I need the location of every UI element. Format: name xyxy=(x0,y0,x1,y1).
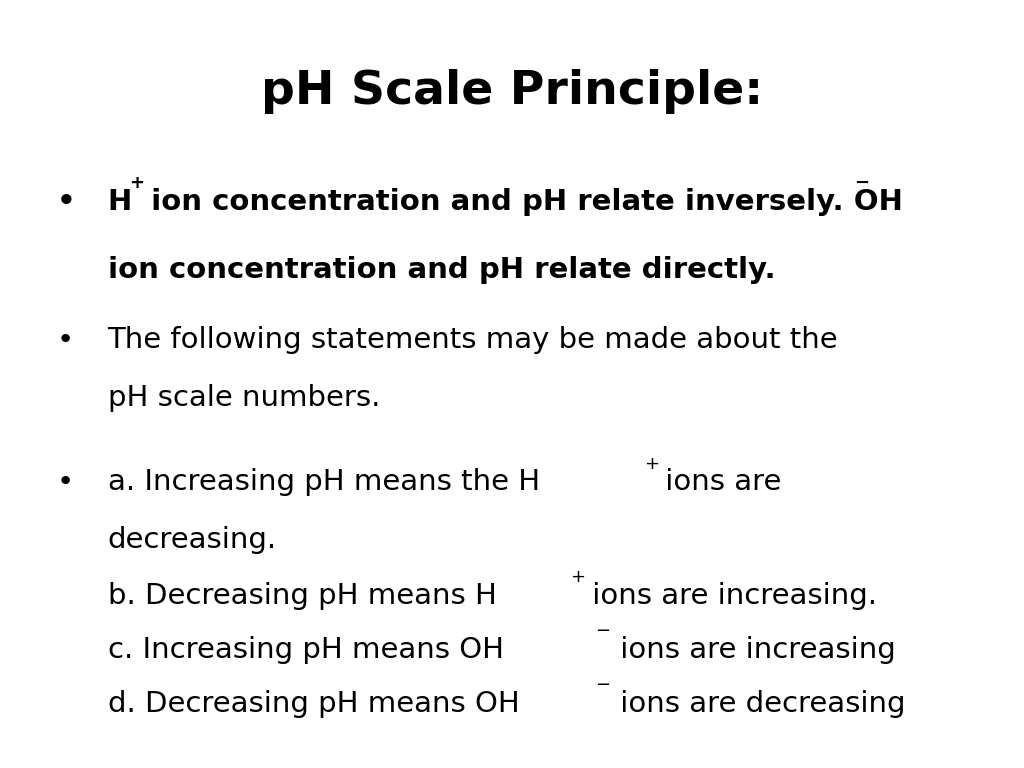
Text: The following statements may be made about the: The following statements may be made abo… xyxy=(108,326,839,354)
Text: b. Decreasing pH means H: b. Decreasing pH means H xyxy=(108,582,497,610)
Text: ions are increasing: ions are increasing xyxy=(611,636,896,664)
Text: ion concentration and pH relate inversely. OH: ion concentration and pH relate inversel… xyxy=(141,188,903,216)
Text: −: − xyxy=(595,622,610,640)
Text: •: • xyxy=(56,468,74,496)
Text: ion concentration and pH relate directly.: ion concentration and pH relate directly… xyxy=(108,256,775,283)
Text: H: H xyxy=(108,188,132,216)
Text: ions are increasing.: ions are increasing. xyxy=(583,582,877,610)
Text: •: • xyxy=(56,188,75,216)
Text: +: + xyxy=(570,568,586,586)
Text: ions are decreasing: ions are decreasing xyxy=(611,690,906,717)
Text: a. Increasing pH means the H: a. Increasing pH means the H xyxy=(108,468,540,496)
Text: +: + xyxy=(129,174,144,192)
Text: ions are: ions are xyxy=(656,468,781,496)
Text: +: + xyxy=(644,455,659,472)
Text: •: • xyxy=(56,326,74,354)
Text: pH Scale Principle:: pH Scale Principle: xyxy=(261,69,763,114)
Text: −: − xyxy=(854,174,869,192)
Text: −: − xyxy=(595,676,610,694)
Text: decreasing.: decreasing. xyxy=(108,526,276,554)
Text: c. Increasing pH means OH: c. Increasing pH means OH xyxy=(108,636,504,664)
Text: pH scale numbers.: pH scale numbers. xyxy=(108,384,380,412)
Text: d. Decreasing pH means OH: d. Decreasing pH means OH xyxy=(108,690,519,717)
